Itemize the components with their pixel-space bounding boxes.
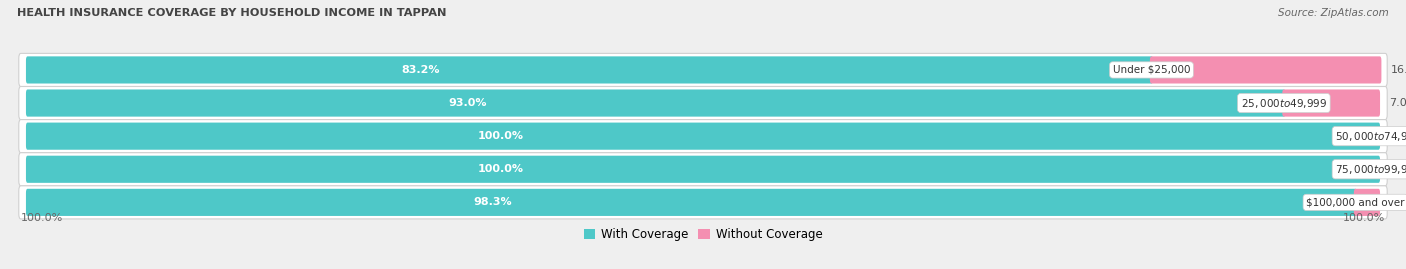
Text: $75,000 to $99,999: $75,000 to $99,999 xyxy=(1336,163,1406,176)
FancyBboxPatch shape xyxy=(18,53,1388,87)
FancyBboxPatch shape xyxy=(25,189,1357,216)
FancyBboxPatch shape xyxy=(1354,189,1381,216)
FancyBboxPatch shape xyxy=(25,123,1381,150)
Text: 16.9%: 16.9% xyxy=(1391,65,1406,75)
Legend: With Coverage, Without Coverage: With Coverage, Without Coverage xyxy=(579,223,827,246)
Text: 1.7%: 1.7% xyxy=(1389,197,1406,207)
Text: 100.0%: 100.0% xyxy=(478,131,523,141)
FancyBboxPatch shape xyxy=(1282,90,1381,117)
FancyBboxPatch shape xyxy=(18,153,1388,186)
FancyBboxPatch shape xyxy=(25,156,1381,183)
Text: 98.3%: 98.3% xyxy=(472,197,512,207)
FancyBboxPatch shape xyxy=(18,186,1388,219)
FancyBboxPatch shape xyxy=(25,90,1285,117)
Text: 83.2%: 83.2% xyxy=(402,65,440,75)
FancyBboxPatch shape xyxy=(25,56,1153,83)
Text: $50,000 to $74,999: $50,000 to $74,999 xyxy=(1336,130,1406,143)
FancyBboxPatch shape xyxy=(18,87,1388,120)
Text: HEALTH INSURANCE COVERAGE BY HOUSEHOLD INCOME IN TAPPAN: HEALTH INSURANCE COVERAGE BY HOUSEHOLD I… xyxy=(17,8,446,18)
Text: 100.0%: 100.0% xyxy=(21,213,63,223)
Text: 93.0%: 93.0% xyxy=(449,98,486,108)
Text: $100,000 and over: $100,000 and over xyxy=(1306,197,1405,207)
FancyBboxPatch shape xyxy=(18,120,1388,153)
Text: 7.0%: 7.0% xyxy=(1389,98,1406,108)
Text: Under $25,000: Under $25,000 xyxy=(1112,65,1191,75)
Text: $25,000 to $49,999: $25,000 to $49,999 xyxy=(1240,97,1327,109)
Text: 100.0%: 100.0% xyxy=(1343,213,1385,223)
FancyBboxPatch shape xyxy=(1150,56,1382,83)
Text: 100.0%: 100.0% xyxy=(478,164,523,174)
Text: Source: ZipAtlas.com: Source: ZipAtlas.com xyxy=(1278,8,1389,18)
